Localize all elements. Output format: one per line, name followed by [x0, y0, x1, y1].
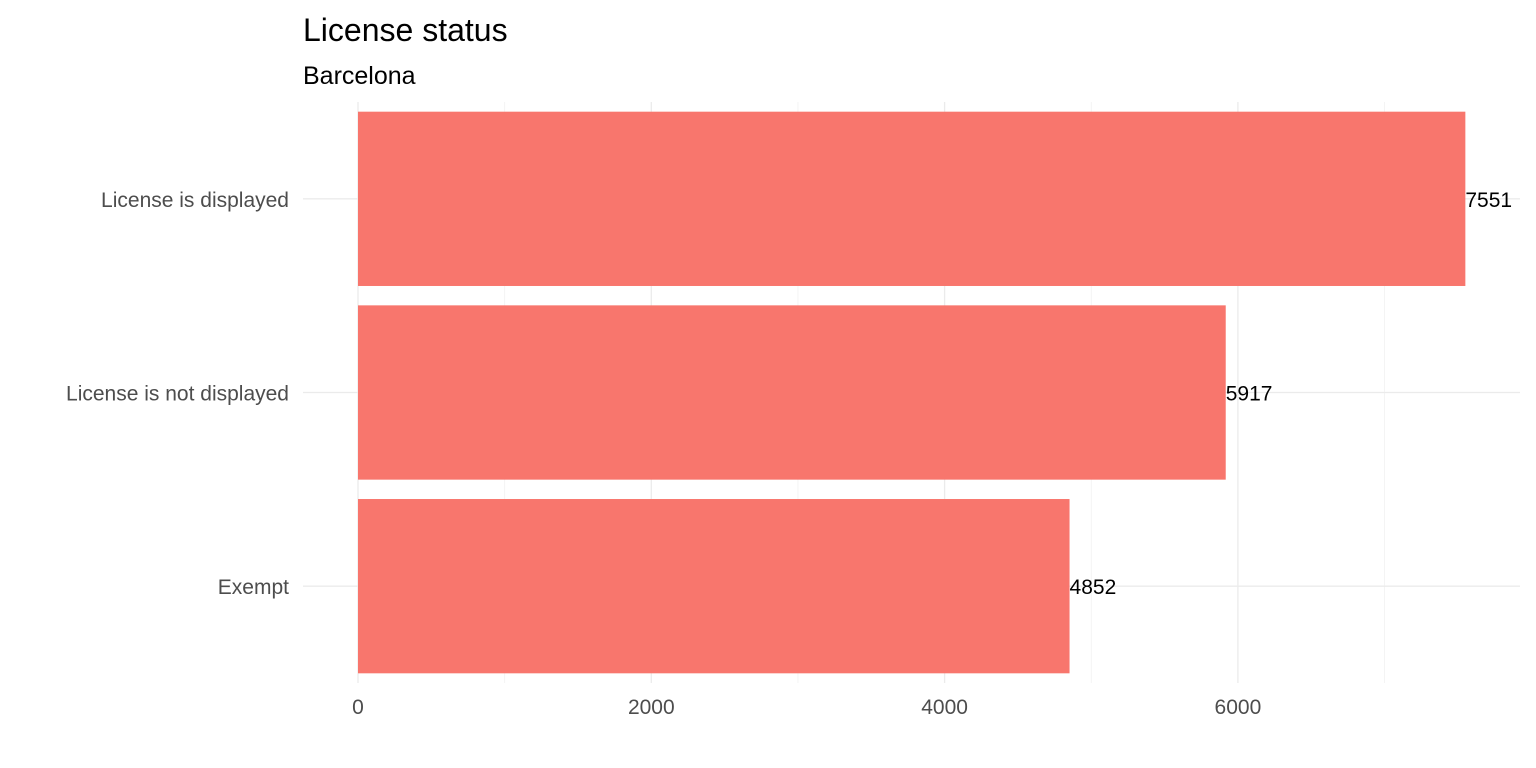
data-label-2: 4852 [1070, 576, 1117, 599]
x-tick-label-3: 6000 [1215, 696, 1262, 719]
data-labels: 7551 5917 4852 [1070, 189, 1513, 599]
bar-2 [358, 499, 1070, 674]
x-tick-label-1: 2000 [628, 696, 675, 719]
bar-1 [358, 305, 1226, 480]
x-tick-labels: 0 2000 4000 6000 [352, 696, 1261, 719]
bars [358, 111, 1466, 674]
category-label-1: License is not displayed [66, 383, 289, 406]
x-tick-label-0: 0 [352, 696, 364, 719]
chart-subtitle: Barcelona [303, 62, 416, 90]
data-label-1: 5917 [1226, 383, 1273, 406]
data-label-0: 7551 [1465, 189, 1512, 212]
bar-0 [358, 111, 1466, 286]
category-labels: License is displayed License is not displ… [66, 189, 289, 599]
category-label-2: Exempt [218, 576, 289, 599]
x-tick-label-2: 4000 [921, 696, 968, 719]
category-label-0: License is displayed [101, 189, 289, 212]
chart-title: License status [303, 12, 508, 48]
